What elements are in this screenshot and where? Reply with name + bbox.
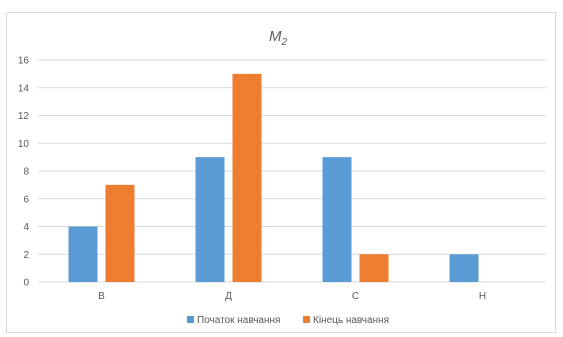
y-tick-label: 2	[23, 250, 29, 261]
bar-series-1-cat-1	[232, 73, 262, 282]
legend-swatch-pochatok	[187, 316, 194, 323]
y-axis-tick-labels: 0 2 4 6 8 10 12 14 16	[18, 56, 30, 289]
y-tick-label: 6	[23, 194, 29, 205]
x-tick-label: С	[352, 291, 359, 302]
legend: Початок навчання Кінець навчання	[187, 315, 389, 326]
bar-series-0-cat-2	[322, 157, 352, 282]
y-tick-label: 16	[18, 56, 30, 67]
bar-series-1-cat-2	[359, 254, 389, 282]
y-tick-label: 14	[18, 83, 30, 94]
chart-title: M2	[269, 28, 288, 48]
y-tick-label: 10	[18, 139, 30, 150]
bar-series-1-cat-0	[105, 184, 135, 282]
legend-label-pochatok: Початок навчання	[197, 315, 280, 326]
legend-swatch-kinets	[303, 316, 310, 323]
x-tick-label: В	[98, 291, 105, 302]
bars	[68, 73, 479, 282]
y-tick-label: 0	[23, 278, 29, 289]
y-tick-label: 4	[23, 222, 29, 233]
x-tick-label: Д	[225, 291, 232, 302]
y-tick-label: 8	[23, 167, 29, 178]
legend-label-kinets: Кінець навчання	[313, 315, 389, 326]
bar-series-0-cat-1	[195, 157, 225, 282]
x-tick-label: Н	[479, 291, 486, 302]
bar-series-0-cat-0	[68, 226, 98, 282]
bar-series-0-cat-3	[449, 254, 479, 282]
chart-title-subscript: 2	[280, 37, 287, 48]
y-tick-label: 12	[18, 111, 30, 122]
chart-title-main: M	[269, 28, 282, 45]
